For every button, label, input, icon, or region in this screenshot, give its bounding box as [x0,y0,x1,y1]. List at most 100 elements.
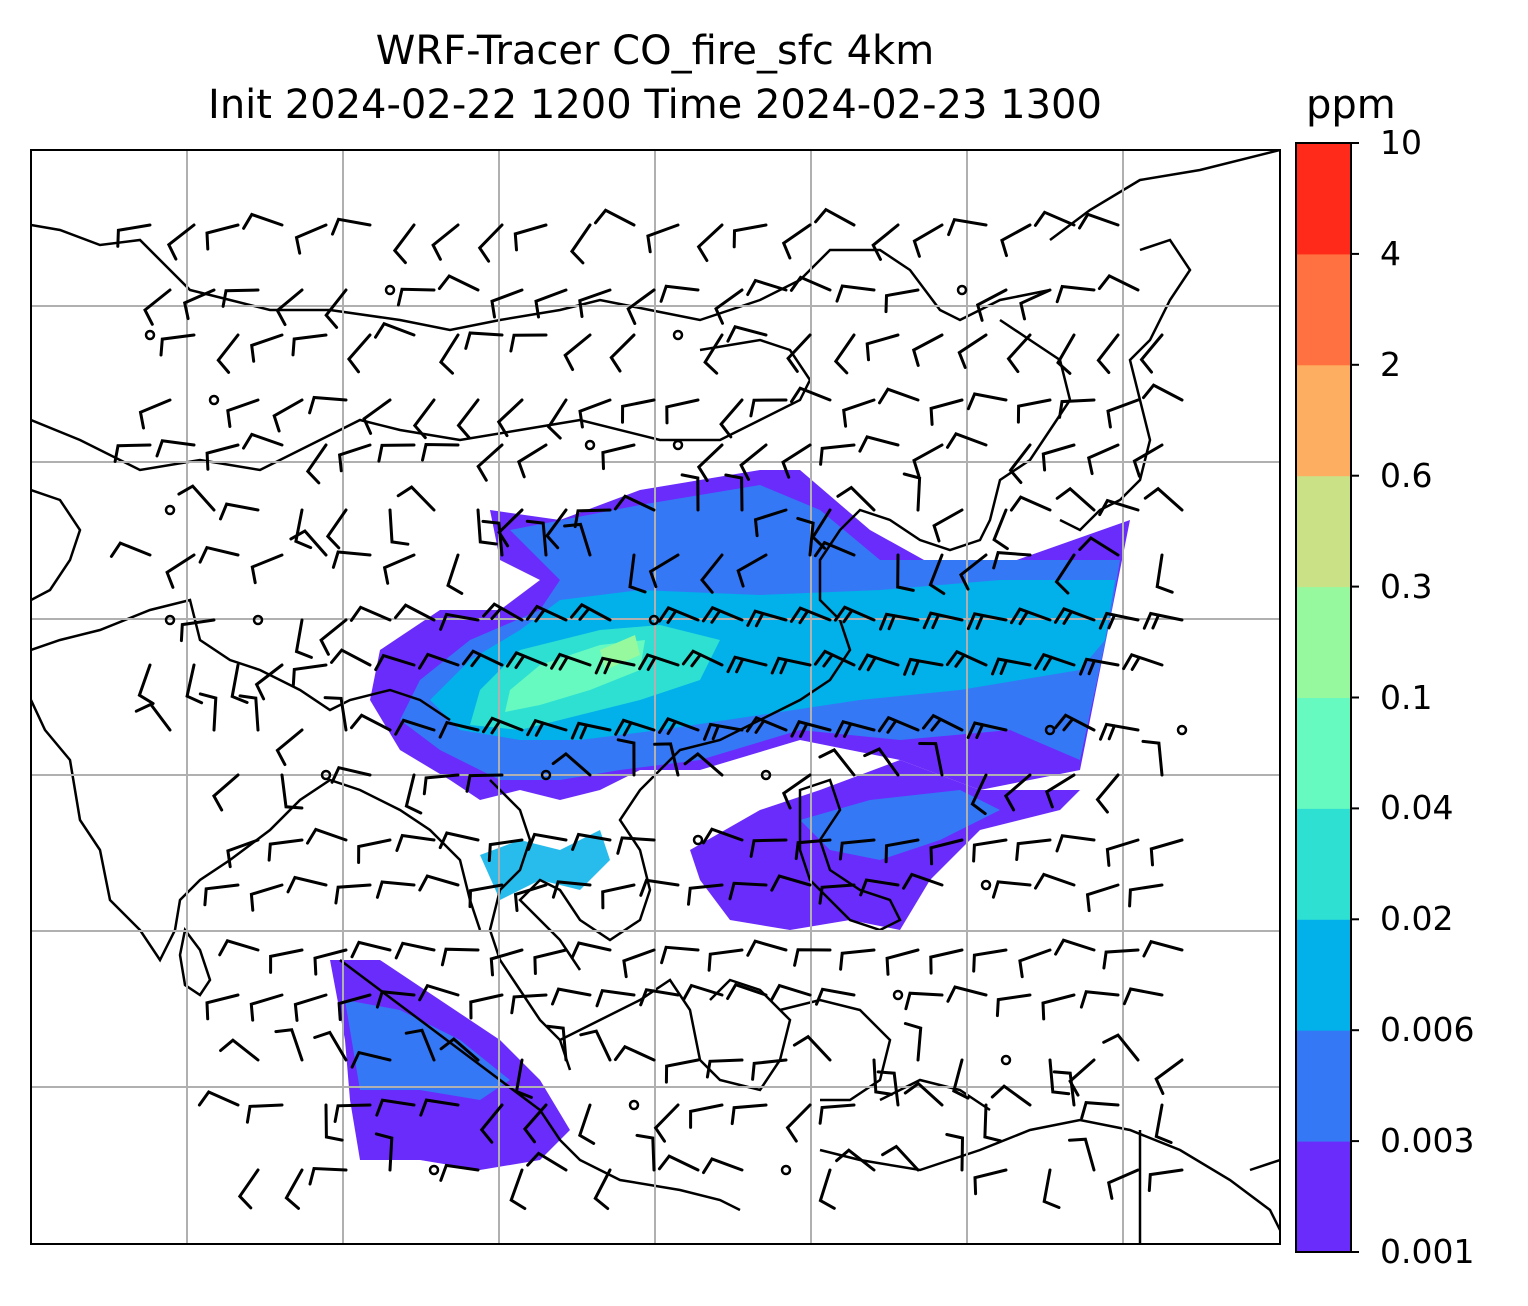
wind-barb [396,485,436,512]
wind-barb [203,883,240,907]
colorbar-segment [1296,475,1351,588]
wind-barb [903,657,944,676]
wind-barb [461,649,504,668]
wind-barb [254,663,284,701]
wind-barb [770,874,812,892]
wind-barb [818,748,856,777]
wind-barb [1142,611,1184,630]
wind-barb [1143,486,1184,512]
wind-barb [1008,443,1032,484]
wind-barb [872,1058,894,1096]
colorbar-tick-label: 0.003 [1380,1121,1475,1161]
wind-barb [638,653,680,671]
wind-barb [929,948,964,975]
wind-barb [991,657,1032,676]
wind-barb [746,939,788,957]
wind-barb [626,288,656,325]
wind-barb [912,443,944,478]
wind-barb [308,395,348,415]
wind-barb [374,653,416,672]
wind-barb [947,218,988,237]
wind-barb [319,618,348,656]
wind-barb [657,1154,700,1172]
wind-barb [922,611,964,630]
colorbar-segment [1296,697,1351,809]
wind-barb [513,223,548,252]
wind-barb [205,223,240,251]
wind-barb [1097,274,1140,292]
wind-barb [751,1058,788,1081]
wind-barb [219,502,260,521]
wind-barb [388,508,410,546]
wind-barb [219,1038,260,1062]
wind-barb [138,398,172,430]
wind-barb [884,288,920,314]
wind-barb [350,713,392,732]
calm-wind-marker [956,284,968,296]
wind-barb [1054,553,1076,595]
wind-barb [533,948,568,975]
wind-barb [781,223,812,260]
colorbar-tick-label: 0.006 [1380,1010,1475,1050]
wind-barb [569,223,592,265]
wind-barb [305,443,328,485]
wind-barb [639,878,680,897]
wind-barb [346,333,372,374]
wind-barb [1154,1103,1173,1144]
wind-barb [1055,486,1096,512]
wind-barb [781,443,812,479]
wind-barb [249,883,284,912]
wind-barb [1052,1070,1076,1107]
wind-barb [770,656,812,675]
wind-barb [404,1028,436,1062]
colorbar-tick-label: 0.6 [1380,455,1433,495]
wind-barb [911,333,944,367]
wind-barb [726,325,768,343]
wind-barb [479,1103,504,1144]
wind-barb [514,1058,533,1099]
calm-wind-marker [384,284,396,296]
wind-barb [476,508,498,546]
wind-barb [732,223,768,249]
wind-barb [858,653,900,672]
wind-barb [439,612,480,631]
wind-barb [291,333,328,357]
calm-wind-marker [540,769,552,781]
wind-barb [726,655,768,674]
wind-barb [739,443,768,481]
colorbar-segment [1296,1030,1351,1142]
wind-barb [1155,553,1174,594]
wind-barb [884,838,920,864]
wind-barb [970,773,988,816]
wind-barb [681,649,724,668]
colorbar-segment [1296,919,1351,1031]
wind-barb [286,875,328,894]
wind-barb [357,838,392,864]
wind-barb [702,1157,744,1175]
wind-barb [796,516,815,557]
wind-barb [622,948,656,979]
wind-barbs [109,207,1188,1210]
wind-barb [660,945,700,965]
wind-barb [550,652,592,671]
wind-barb [594,656,636,675]
wind-barb [680,473,700,512]
wind-barb [990,1084,1032,1107]
wind-barb [781,773,812,810]
calm-wind-marker [164,504,176,516]
wind-barb [392,223,416,265]
wind-barb [703,722,744,741]
calm-wind-marker [628,1099,640,1111]
wind-barb [865,333,900,362]
wind-barb [275,728,304,767]
wind-barb [815,987,856,1006]
wind-barb [885,948,920,976]
wind-barb [394,941,436,960]
wind-barb [858,435,900,453]
wind-barb [374,321,416,339]
wind-barb [1079,990,1120,1009]
calm-wind-marker [672,439,684,451]
wind-barb [1141,739,1164,777]
wind-barb [545,1024,568,1062]
wind-barb [237,1168,260,1210]
